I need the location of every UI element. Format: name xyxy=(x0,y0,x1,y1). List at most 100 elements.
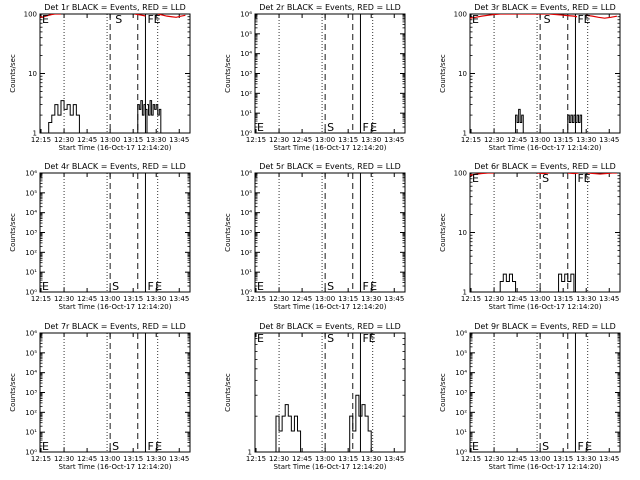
panel-7-x-tick-label-4: 13:00 xyxy=(100,455,120,463)
panel-1-frame xyxy=(39,13,191,134)
panel-5-y-tick-label-7: 10⁶ xyxy=(240,170,252,178)
panel-1-y-axis-label: Counts/sec xyxy=(9,54,17,93)
panel-3-events-line-1 xyxy=(514,108,524,133)
panel-6-x-tick-label-7: 13:45 xyxy=(599,295,619,303)
panel-3-x-tick-label-2: 12:30 xyxy=(484,136,504,144)
panel-6-x-tick-label-5: 13:15 xyxy=(553,295,573,303)
panel-4-title: Det 4r BLACK = Events, RED = LLD xyxy=(44,162,186,171)
panel-2-y-tick-label-5: 10⁴ xyxy=(240,50,252,58)
panel-4-marker-s-2: S xyxy=(112,280,119,293)
panel-7-marker-f-3: F xyxy=(147,440,153,453)
panel-2-x-tick-label-5: 13:15 xyxy=(338,136,358,144)
panel-9-y-tick-label-3: 10² xyxy=(455,409,467,417)
panel-7-frame xyxy=(39,332,191,453)
panel-5-x-tick-label-7: 13:45 xyxy=(384,295,404,303)
panel-4-x-tick-label-6: 13:30 xyxy=(146,295,166,303)
panel-4-y-axis-label: Counts/sec xyxy=(9,213,17,252)
panel-2-y-tick-label-2: 10¹ xyxy=(240,110,252,118)
panel-3-marker-e-4: E xyxy=(584,13,591,26)
panel-7-x-tick-label-1: 12:15 xyxy=(31,455,51,463)
panel-3-x-tick-label-5: 13:15 xyxy=(553,136,573,144)
panel-1-marker-f-3: F xyxy=(147,13,153,26)
panel-3-series-group xyxy=(470,14,618,133)
panel-8-marker-e-1: E xyxy=(257,332,264,345)
panel-1-lld-line-3 xyxy=(157,14,186,18)
panel-7-x-axis-label: Start Time (16-Oct-17 12:14:20) xyxy=(59,463,172,471)
panel-5-y-tick-label-2: 10¹ xyxy=(240,269,252,277)
panel-9-y-axis-label: Counts/sec xyxy=(439,373,447,412)
panel-8-x-tick-label-3: 12:45 xyxy=(292,455,312,463)
panel-6-x-tick-label-4: 13:00 xyxy=(530,295,550,303)
panel-7-y-tick-label-4: 10³ xyxy=(25,389,37,397)
panel-1-marker-e-4: E xyxy=(154,13,161,26)
panel-4-x-tick-label-3: 12:45 xyxy=(77,295,97,303)
panel-4-frame xyxy=(39,172,191,293)
panel-2-x-tick-label-1: 12:15 xyxy=(246,136,266,144)
panel-7-x-tick-label-5: 13:15 xyxy=(123,455,143,463)
panel-2-marker-e-4: E xyxy=(370,121,377,134)
panel-6-marker-s-2: S xyxy=(542,172,549,185)
panel-3-marker-s-2: S xyxy=(544,13,551,26)
panel-9-x-tick-label-3: 12:45 xyxy=(507,455,527,463)
panel-6-frame xyxy=(469,172,621,293)
panel-3-x-tick-label-1: 12:15 xyxy=(461,136,481,144)
panel-7-marker-e-1: E xyxy=(42,440,49,453)
panel-2-x-tick-label-2: 12:30 xyxy=(269,136,289,144)
panel-5-marker-s-2: S xyxy=(327,280,334,293)
panel-6-marker-e-4: E xyxy=(584,172,591,185)
panel-9-x-axis-label: Start Time (16-Oct-17 12:14:20) xyxy=(489,463,602,471)
panel-2-marker-s-2: S xyxy=(327,121,334,134)
panel-6-lld-line-1 xyxy=(470,173,495,176)
panel-2-x-tick-label-4: 13:00 xyxy=(315,136,335,144)
panel-6-events-line-1 xyxy=(497,273,517,292)
panel-1-x-axis-label: Start Time (16-Oct-17 12:14:20) xyxy=(59,144,172,152)
panel-7-x-tick-label-7: 13:45 xyxy=(169,455,189,463)
panel-4-marker-e-1: E xyxy=(42,280,49,293)
panel-4-x-tick-label-5: 13:15 xyxy=(123,295,143,303)
panel-1-x-tick-label-4: 13:00 xyxy=(100,136,120,144)
panel-2-marker-e-1: E xyxy=(257,121,264,134)
panel-7-x-tick-label-2: 12:30 xyxy=(54,455,74,463)
panel-5-x-tick-label-3: 12:45 xyxy=(292,295,312,303)
panel-1-marker-s-2: S xyxy=(115,13,122,26)
panel-3-frame xyxy=(469,13,621,134)
panel-5-marker-e-1: E xyxy=(257,280,264,293)
panel-9-y-tick-label-4: 10³ xyxy=(455,389,467,397)
panel-2-x-tick-label-6: 13:30 xyxy=(361,136,381,144)
panel-2-title: Det 2r BLACK = Events, RED = LLD xyxy=(259,3,401,12)
panel-8-x-tick-label-1: 12:15 xyxy=(246,455,266,463)
panel-5-x-tick-label-2: 12:30 xyxy=(269,295,289,303)
panel-8-x-axis-label: Start Time (16-Oct-17 12:14:20) xyxy=(274,463,387,471)
panel-8-marker-e-4: E xyxy=(369,332,376,345)
panel-1-marker-e-1: E xyxy=(42,13,49,26)
panel-9-y-tick-label-7: 10⁶ xyxy=(455,330,467,338)
panel-8-events-line-1 xyxy=(272,404,302,452)
panel-7-title: Det 7r BLACK = Events, RED = LLD xyxy=(44,322,186,331)
panel-7-marker-s-2: S xyxy=(112,440,119,453)
panel-5-x-axis-label: Start Time (16-Oct-17 12:14:20) xyxy=(274,303,387,311)
panel-5-y-tick-label-4: 10³ xyxy=(240,229,252,237)
panel-7-x-tick-label-3: 12:45 xyxy=(77,455,97,463)
panel-1-x-tick-label-2: 12:30 xyxy=(54,136,74,144)
panel-8-x-tick-label-5: 13:15 xyxy=(338,455,358,463)
panel-5-x-tick-label-4: 13:00 xyxy=(315,295,335,303)
panel-9-x-tick-label-7: 13:45 xyxy=(599,455,619,463)
panel-8-x-tick-label-4: 13:00 xyxy=(315,455,335,463)
panel-9-title: Det 9r BLACK = Events, RED = LLD xyxy=(474,322,616,331)
panel-2-y-axis-label: Counts/sec xyxy=(224,54,232,93)
panel-1-y-tick-label-2: 10 xyxy=(28,70,37,78)
panel-3-y-tick-label-3: 100 xyxy=(454,11,467,19)
panel-1-events-line-2 xyxy=(134,100,148,133)
panel-2-y-tick-label-1: 10⁰ xyxy=(240,130,252,138)
panel-6-lld-line-2 xyxy=(537,173,550,175)
panel-8-marker-f-3: F xyxy=(362,332,368,345)
panel-5-x-tick-label-5: 13:15 xyxy=(338,295,358,303)
panel-2-x-tick-label-3: 12:45 xyxy=(292,136,312,144)
panel-2-marker-f-3: F xyxy=(362,121,368,134)
